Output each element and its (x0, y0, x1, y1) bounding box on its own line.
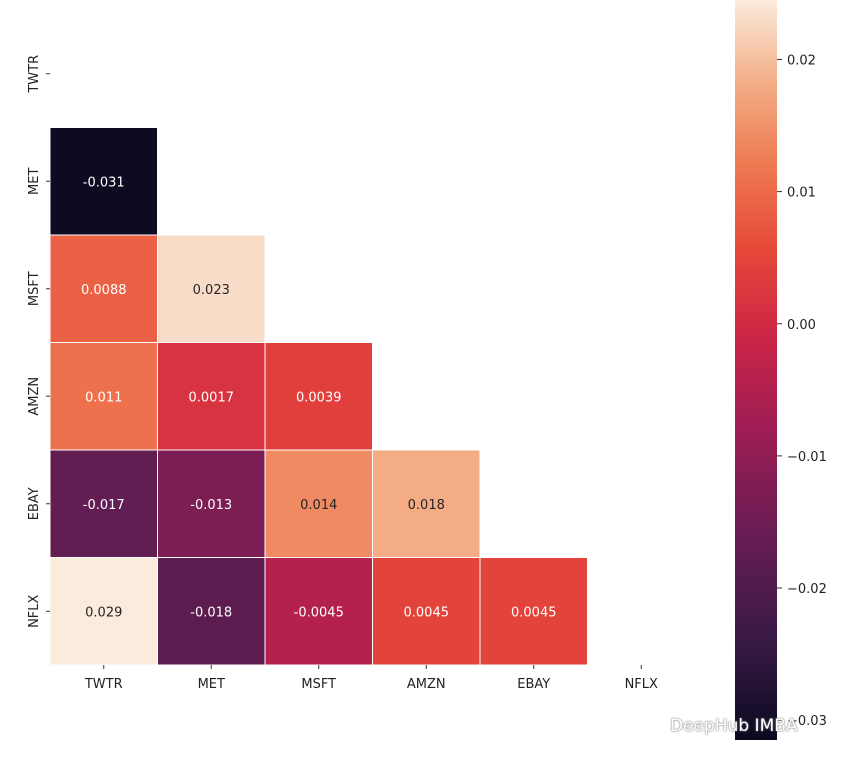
watermark: DeepHub IMBA (626, 713, 798, 739)
x-tick-label-twtr: TWTR (84, 677, 123, 692)
heatmap-cell-nflx-ebay (479, 557, 588, 666)
x-tick-label-met: MET (198, 677, 225, 692)
cell-value-label: 0.023 (193, 283, 230, 298)
colorbar-tick-label: 0.00 (787, 318, 816, 333)
heatmap-cell-amzn-met (157, 342, 266, 451)
x-tick-label-amzn: AMZN (407, 677, 446, 692)
watermark-text: DeepHub IMBA (670, 716, 798, 736)
x-tick-label-msft: MSFT (301, 677, 336, 692)
cell-value-label: 0.0017 (189, 390, 235, 405)
x-tick-label-ebay: EBAY (517, 677, 550, 692)
heatmap-cells: -0.031 0.0088 0.023 0.011 0.0017 0.0039 -0.017… (49, 127, 588, 666)
cell-value-label: 0.0045 (511, 605, 557, 620)
heatmap-cell-amzn-msft (264, 342, 373, 451)
cell-value-label: 0.018 (408, 498, 445, 513)
heatmap-cell-msft-twtr (49, 234, 158, 343)
heatmap-cell-msft-met (157, 234, 266, 343)
cell-value-label: -0.017 (83, 498, 125, 513)
cell-value-label: 0.029 (85, 605, 122, 620)
x-axis-ticks: TWTR MET MSFT AMZN EBAY NFLX (84, 665, 658, 692)
y-tick-label-twtr: TWTR (27, 55, 42, 94)
colorbar-tick-label: −0.02 (787, 582, 827, 597)
colorbar-gradient (735, 0, 777, 740)
cell-value-label: 0.0039 (296, 390, 342, 405)
heatmap-cell-nflx-msft (264, 557, 373, 666)
colorbar: 0.02 0.01 0.00 −0.01 −0.02 −0.03 (735, 0, 827, 740)
cell-value-label: -0.013 (190, 498, 232, 513)
cell-value-label: 0.0088 (81, 283, 127, 298)
y-tick-label-msft: MSFT (27, 271, 42, 306)
y-tick-label-amzn: AMZN (27, 377, 42, 416)
colorbar-tick-label: 0.02 (787, 53, 816, 68)
colorbar-tick-label: −0.03 (787, 714, 827, 729)
cell-value-label: 0.014 (300, 498, 337, 513)
cell-value-label: 0.0045 (404, 605, 450, 620)
wechat-icon (628, 714, 661, 738)
cell-value-label: -0.0045 (294, 605, 344, 620)
y-tick-label-nflx: NFLX (27, 594, 42, 627)
y-tick-label-ebay: EBAY (27, 487, 42, 520)
heatmap-cell-nflx-met (157, 557, 266, 666)
heatmap-cell-ebay-met (157, 449, 266, 558)
colorbar-tick-label: −0.01 (787, 450, 827, 465)
heatmap-cell-nflx-amzn (372, 557, 481, 666)
y-tick-label-met: MET (27, 168, 42, 195)
colorbar-tick-label: 0.01 (787, 186, 816, 201)
heatmap-cell-ebay-amzn (372, 449, 481, 558)
cell-value-label: 0.011 (85, 390, 122, 405)
y-axis-ticks: TWTR MET MSFT AMZN EBAY NFLX (27, 55, 50, 628)
cell-value-label: -0.018 (190, 605, 232, 620)
heatmap-cell-amzn-twtr (49, 342, 158, 451)
heatmap-cell-met-twtr (49, 127, 158, 236)
cell-value-label: -0.031 (83, 175, 125, 190)
x-tick-label-nflx: NFLX (625, 677, 658, 692)
